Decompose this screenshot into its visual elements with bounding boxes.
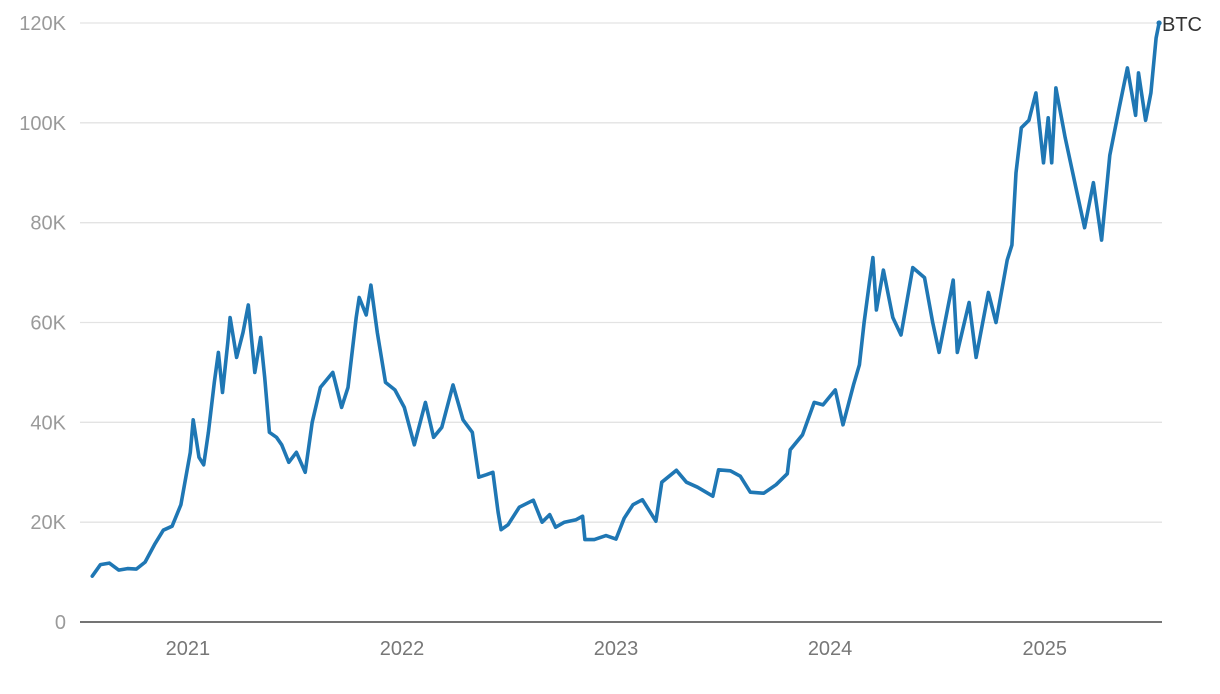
y-tick-label: 0 — [55, 612, 66, 634]
x-tick-label: 2023 — [594, 638, 639, 660]
horizontal-grid — [80, 22, 1162, 523]
series-group: BTC — [90, 14, 1202, 578]
y-tick-label: 80K — [30, 213, 66, 235]
y-tick-label: 120K — [19, 13, 66, 35]
x-tick-label: 2021 — [166, 638, 211, 660]
y-tick-label: 60K — [30, 313, 66, 335]
y-tick-label: 100K — [19, 113, 66, 135]
x-tick-label: 2025 — [1022, 638, 1067, 660]
series-line-btc — [90, 21, 1161, 578]
y-axis-ticks: 0 20K 40K 60K 80K 100K 120K — [19, 13, 66, 634]
y-tick-label: 40K — [30, 412, 66, 434]
series-label: BTC — [1162, 14, 1202, 36]
x-axis-ticks: 2021 2022 2023 2024 2025 — [166, 638, 1067, 660]
y-tick-label: 20K — [30, 512, 66, 534]
x-tick-label: 2024 — [808, 638, 853, 660]
series-end-point — [1156, 20, 1162, 26]
x-tick-label: 2022 — [380, 638, 425, 660]
